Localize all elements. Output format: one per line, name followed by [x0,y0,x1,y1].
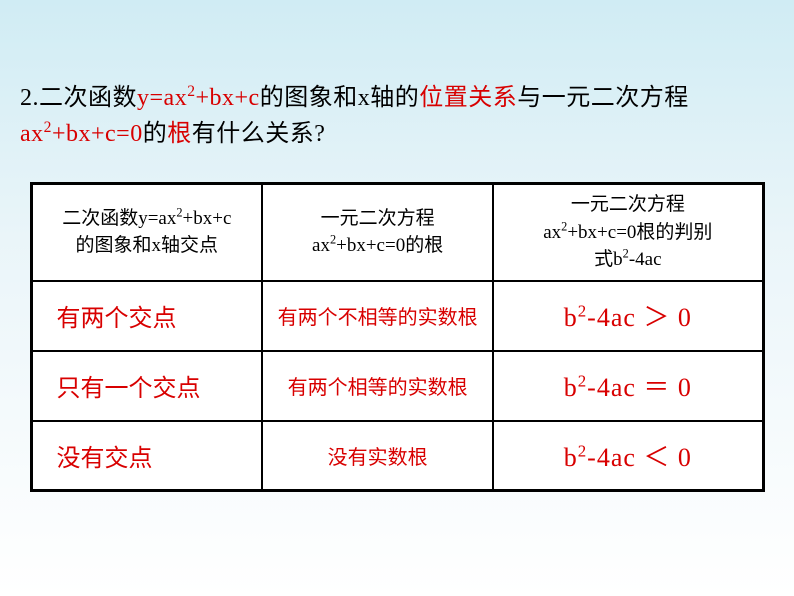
q-eq2: ax2+bx+c=0 [20,121,143,147]
table-row: 没有交点 没有实数根 b2-4ac ＜ 0 [31,421,763,491]
cell-r1c3: b2-4ac ＞ 0 [493,281,763,351]
slide: 2.二次函数y=ax2+bx+c的图象和x轴的位置关系与一元二次方程 ax2+bx… [0,0,794,596]
q-eq1: y=ax2+bx+c [137,85,260,111]
q-mid2: 与一元二次方程 [517,85,689,111]
cell-r2c2: 有两个相等的实数根 [262,351,493,421]
comparison-table: 二次函数y=ax2+bx+c的图象和x轴交点 一元二次方程ax2+bx+c=0的… [30,182,765,492]
q-mid1: 的图象和x轴的 [260,85,420,111]
cell-r1c2: 有两个不相等的实数根 [262,281,493,351]
header-col2: 一元二次方程ax2+bx+c=0的根 [262,184,493,281]
question-text: 2.二次函数y=ax2+bx+c的图象和x轴的位置关系与一元二次方程 ax2+bx… [20,80,774,152]
cell-r1c1: 有两个交点 [31,281,262,351]
header-col3: 一元二次方程ax2+bx+c=0根的判别式b2-4ac [493,184,763,281]
q-pos: 位置关系 [419,85,517,111]
cell-r3c1: 没有交点 [31,421,262,491]
table-row: 有两个交点 有两个不相等的实数根 b2-4ac ＞ 0 [31,281,763,351]
header-col1: 二次函数y=ax2+bx+c的图象和x轴交点 [31,184,262,281]
q-mid4: 有什么关系? [192,121,326,147]
cell-r2c3: b2-4ac ＝ 0 [493,351,763,421]
cell-r2c1: 只有一个交点 [31,351,262,421]
q-mid3: 的 [143,121,168,147]
q-prefix: 2.二次函数 [20,85,137,111]
table-header-row: 二次函数y=ax2+bx+c的图象和x轴交点 一元二次方程ax2+bx+c=0的… [31,184,763,281]
q-root: 根 [167,121,192,147]
table-row: 只有一个交点 有两个相等的实数根 b2-4ac ＝ 0 [31,351,763,421]
cell-r3c3: b2-4ac ＜ 0 [493,421,763,491]
cell-r3c2: 没有实数根 [262,421,493,491]
